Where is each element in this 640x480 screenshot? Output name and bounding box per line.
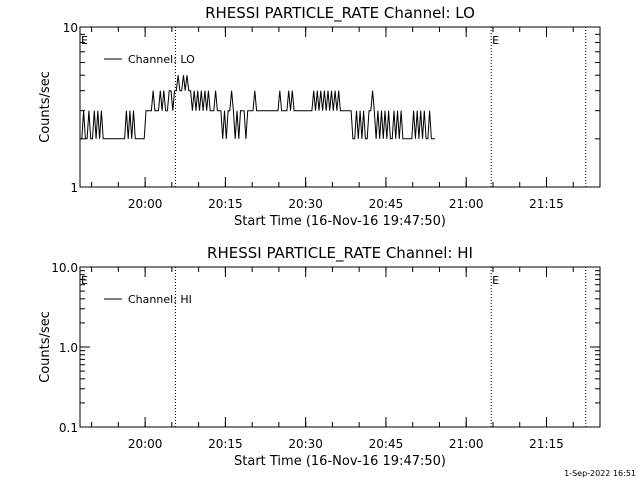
x-tick-label: 20:15 <box>208 197 243 211</box>
x-tick-label: 21:00 <box>449 197 484 211</box>
x-axis-label: Start Time (16-Nov-16 19:47:50) <box>234 214 446 229</box>
y-axis-label: Counts/sec <box>38 71 53 143</box>
chart-panel-1: RHESSI PARTICLE_RATE Channel: LO Start Ti… <box>38 4 601 229</box>
chart-panel-2: RHESSI PARTICLE_RATE Channel: HI Start Ti… <box>38 244 601 469</box>
event-marker: E <box>492 274 499 287</box>
chart-title: RHESSI PARTICLE_RATE Channel: HI <box>207 244 473 263</box>
event-marker: E <box>81 34 88 47</box>
y-axis-label: Counts/sec <box>38 311 53 383</box>
x-tick-label: 20:00 <box>128 437 163 451</box>
legend-entry: Channel: LO <box>128 53 195 66</box>
series-line <box>80 75 435 140</box>
plot-frame <box>79 26 601 188</box>
x-tick-label: 20:30 <box>288 437 323 451</box>
y-tick-label: 10 <box>63 21 78 35</box>
x-tick-label: 21:15 <box>529 197 564 211</box>
chart-title: RHESSI PARTICLE_RATE Channel: LO <box>205 4 475 23</box>
x-tick-label: 20:45 <box>369 437 404 451</box>
x-tick-label: 20:15 <box>208 437 243 451</box>
legend-entry: Channel: HI <box>128 293 192 306</box>
x-tick-label: 20:30 <box>288 197 323 211</box>
y-tick-label: 0.1 <box>59 421 78 435</box>
event-marker: E <box>492 34 499 47</box>
x-tick-label: 20:00 <box>128 197 163 211</box>
x-tick-label: 21:15 <box>529 437 564 451</box>
x-axis-label: Start Time (16-Nov-16 19:47:50) <box>234 454 446 469</box>
event-marker: E <box>81 274 88 287</box>
y-tick-label: 10.0 <box>51 261 78 275</box>
y-tick-label: 1.0 <box>59 341 78 355</box>
x-tick-label: 21:00 <box>449 437 484 451</box>
date-stamp: 1-Sep-2022 16:51 <box>564 469 636 478</box>
x-tick-label: 20:45 <box>369 197 404 211</box>
y-tick-label: 1 <box>70 181 78 195</box>
